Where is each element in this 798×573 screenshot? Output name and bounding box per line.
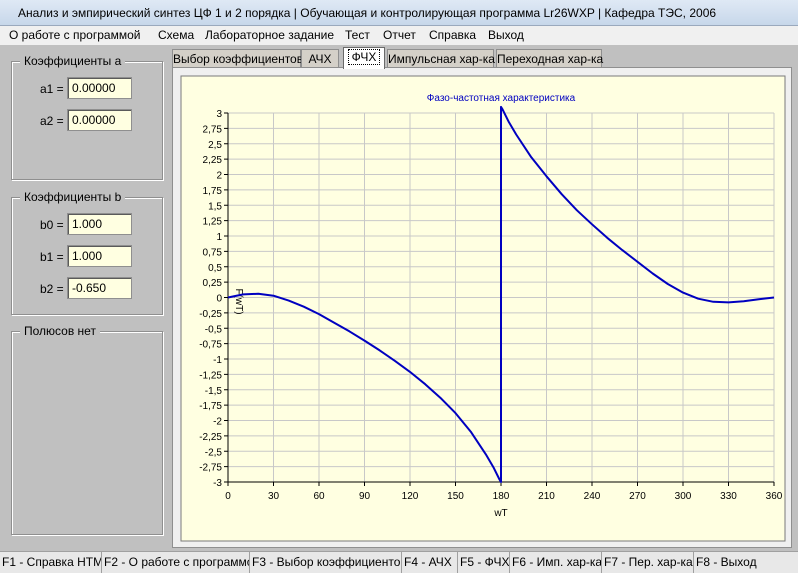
y-tick-label: -3 [213,478,222,489]
x-tick-label: 240 [584,491,601,502]
x-tick-label: 30 [268,491,280,502]
b2-input[interactable] [67,277,132,299]
x-tick-label: 60 [313,491,325,502]
status-f3-coefficients[interactable]: F3 - Выбор коэффициентов [250,552,402,573]
b2-label: b2 = [40,282,64,296]
x-tick-label: 300 [675,491,692,502]
coeff-a-title: Коэффициенты а [20,54,126,68]
status-f8-exit[interactable]: F8 - Выход [696,555,757,569]
phase-response-chart: 3 2,75 2,5 2,25 2 1,75 1,5 1,25 1 0,75 0,5 0,25 0 -0,… [180,75,786,542]
menu-report[interactable]: Отчет [383,28,416,42]
menu-test[interactable]: Тест [345,28,370,42]
x-tick-label: 180 [493,491,510,502]
y-tick-label: 2,5 [208,140,222,151]
x-tick-label: 120 [402,491,419,502]
menu-about[interactable]: О работе с программой [9,28,141,42]
tab-achx[interactable]: АЧХ [301,49,339,68]
tab-coefficients-label: Выбор коэффициентов [173,52,304,66]
y-tick-label: -0,75 [199,340,222,351]
chart-background [180,75,786,542]
status-f4-achx[interactable]: F4 - АЧХ [402,552,458,573]
b0-label: b0 = [40,218,64,232]
y-tick-label: 1 [216,232,222,243]
x-tick-label: 150 [447,491,464,502]
x-axis-label: wT [493,508,507,519]
b1-input[interactable] [67,245,132,267]
chart-title: Фазо-частотная характеристика [427,93,576,104]
tab-step[interactable]: Переходная хар-ка [496,49,604,68]
tab-step-label: Переходная хар-ка [497,52,604,66]
title-bar: Анализ и эмпирический синтез ЦФ 1 и 2 по… [0,0,798,26]
y-tick-label: -0,5 [205,324,223,335]
tab-impulse[interactable]: Импульсная хар-ка [387,49,495,68]
x-tick-label: 90 [359,491,371,502]
y-tick-label: -2 [213,417,222,428]
a1-label: a1 = [40,82,64,96]
menu-bar: О работе с программой Схема Лабораторное… [0,26,798,45]
coeff-b-group: Коэффициенты b b0 = b1 = b2 = [11,190,163,315]
y-tick-label: 0,75 [203,247,223,258]
y-tick-label: -1,25 [199,370,222,381]
phase-series-line [227,105,775,483]
coeff-b-title: Коэффициенты b [20,190,126,204]
y-tick-label: 0,5 [208,263,222,274]
y-axis-label: F(wT) [233,288,244,314]
tab-fchx-label: ФЧХ [347,49,381,65]
tab-fchx[interactable]: ФЧХ [343,47,385,69]
y-tick-label: -1,5 [205,386,223,397]
a2-input[interactable] [67,109,132,131]
status-f2-about[interactable]: F2 - О работе с программой [102,552,250,573]
y-tick-label: -2,5 [205,447,223,458]
y-tick-label: 1,25 [203,217,223,228]
x-tick-label: 330 [720,491,737,502]
b0-input[interactable] [67,213,132,235]
y-tick-label: -2,25 [199,432,222,443]
y-tick-label: 1,5 [208,201,222,212]
tab-coefficients[interactable]: Выбор коэффициентов [172,49,304,68]
y-tick-label: -1,75 [199,401,222,412]
y-tick-label: -1 [213,355,222,366]
a2-label: a2 = [40,114,64,128]
coeff-a-group: Коэффициенты а a1 = a2 = [11,54,163,180]
a1-input[interactable] [67,77,132,99]
y-tick-label: 2 [216,171,222,182]
y-tick-label: -2,75 [199,463,222,474]
y-tick-label: 3 [216,109,222,120]
tab-achx-label: АЧХ [308,52,332,66]
window-title: Анализ и эмпирический синтез ЦФ 1 и 2 по… [18,6,717,20]
status-f6-impulse[interactable]: F6 - Имп. хар-ка [510,552,602,573]
x-tick-label: 360 [766,491,783,502]
status-bar: F1 - Справка HTML F2 - О работе с програ… [0,551,798,573]
tab-panel: 3 2,75 2,5 2,25 2 1,75 1,5 1,25 1 0,75 0,5 0,25 0 -0,… [172,67,792,548]
status-f7-step[interactable]: F7 - Пер. хар-ка [602,552,694,573]
poles-title: Полюсов нет [20,324,100,338]
status-f1-help[interactable]: F1 - Справка HTML [0,552,102,573]
b1-label: b1 = [40,250,64,264]
y-tick-label: 2,75 [203,124,223,135]
status-f5-fchx[interactable]: F5 - ФЧХ [458,552,510,573]
y-tick-label: 0,25 [203,278,223,289]
poles-group: Полюсов нет [11,324,163,535]
x-tick-label: 270 [629,491,646,502]
menu-exit[interactable]: Выход [488,28,524,42]
y-tick-label: 0 [216,294,222,305]
y-tick-label: 1,75 [203,186,223,197]
y-tick-label: 2,25 [203,155,223,166]
menu-help[interactable]: Справка [429,28,477,42]
x-tick-label: 0 [225,491,231,502]
menu-scheme[interactable]: Схема [158,28,195,42]
y-tick-label: -0,25 [199,309,222,320]
x-tick-label: 210 [538,491,555,502]
menu-lab-task[interactable]: Лабораторное задание [205,28,335,42]
tab-impulse-label: Импульсная хар-ка [388,52,495,66]
